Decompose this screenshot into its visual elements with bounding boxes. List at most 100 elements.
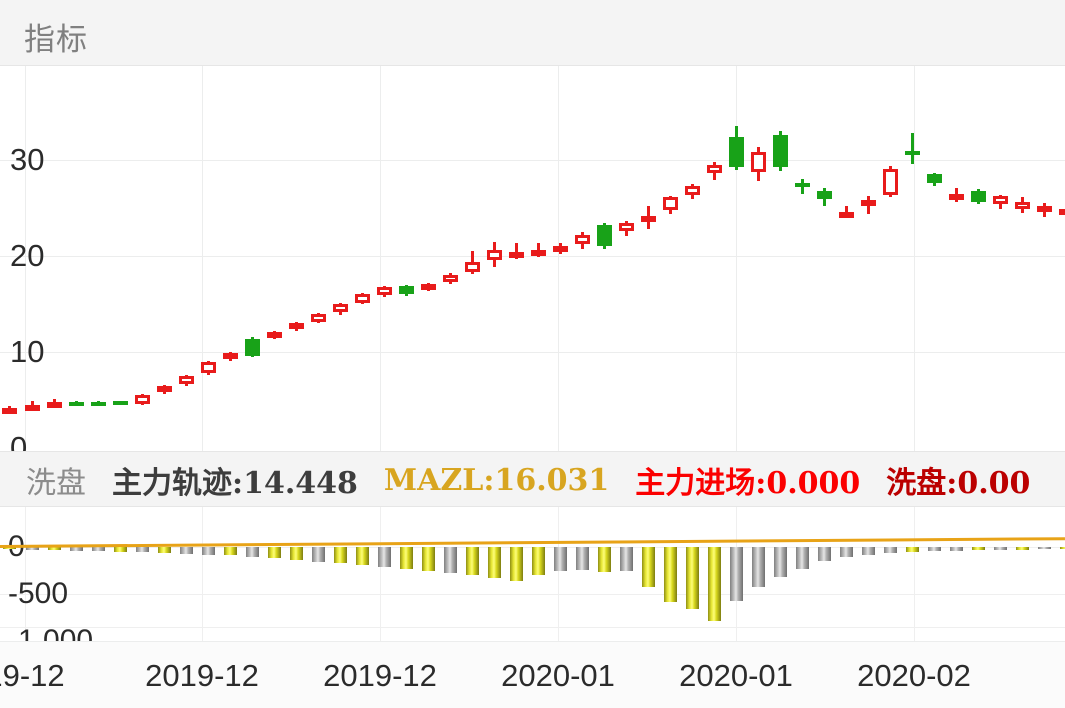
x-axis-tick-label: 2019-12 bbox=[145, 658, 259, 693]
candle-wick bbox=[31, 400, 34, 409]
indicator-gridline bbox=[0, 627, 1065, 628]
indicator-bar bbox=[202, 547, 215, 555]
candle-body bbox=[113, 400, 128, 405]
indicator-bar bbox=[708, 547, 721, 622]
price-gridline bbox=[0, 256, 1065, 257]
candle-body bbox=[641, 215, 656, 222]
indicator-legend-bar[interactable]: 洗盘 主力轨迹:14.448 MAZL:16.031 主力进场:0.000 洗盘… bbox=[0, 451, 1065, 507]
candle-body bbox=[465, 261, 480, 273]
page-title: 指标 bbox=[24, 22, 88, 58]
indicator-bar bbox=[972, 547, 985, 551]
x-axis-tick-label: 2019-12 bbox=[323, 658, 437, 693]
indicator-bar bbox=[290, 547, 303, 561]
candle-body bbox=[311, 313, 326, 323]
indicator-bar bbox=[730, 547, 743, 601]
indicator-bar bbox=[136, 547, 149, 553]
candle-body bbox=[2, 407, 17, 414]
candle-body bbox=[201, 361, 216, 374]
indicator-chart-panel[interactable]: 0-500-1,000 bbox=[0, 507, 1065, 641]
indicator-bar bbox=[642, 547, 655, 587]
candle-body bbox=[421, 283, 436, 290]
indicator-bar bbox=[510, 547, 523, 581]
indicator-header: 指标 bbox=[0, 0, 1065, 66]
indicator-gridline-vertical bbox=[202, 507, 203, 641]
legend-indicator-name: 洗盘 bbox=[26, 466, 86, 501]
indicator-bar bbox=[554, 547, 567, 571]
candle-body bbox=[927, 174, 942, 184]
candle-body bbox=[883, 168, 898, 195]
indicator-bar bbox=[884, 547, 897, 553]
candle-body bbox=[861, 200, 876, 207]
indicator-bar bbox=[488, 547, 501, 579]
candle-body bbox=[993, 196, 1008, 205]
price-gridline-vertical bbox=[914, 66, 915, 451]
candle-body bbox=[575, 234, 590, 245]
legend-zhuli-guiji: 主力轨迹:14.448 bbox=[112, 466, 358, 501]
candle-body bbox=[377, 286, 392, 296]
indicator-gridline-vertical bbox=[914, 507, 915, 641]
indicator-bar bbox=[246, 547, 259, 557]
candle-body bbox=[509, 252, 524, 259]
x-axis: 19-12 2019-12 2019-12 2020-01 2020-01 2020-02 bbox=[0, 641, 1065, 708]
candle-body bbox=[1015, 202, 1030, 209]
candle-body bbox=[25, 404, 40, 411]
indicator-bar bbox=[994, 547, 1007, 550]
candle-body bbox=[905, 151, 920, 156]
indicator-bar bbox=[1016, 547, 1029, 550]
price-gridline-vertical bbox=[736, 66, 737, 451]
candle-body bbox=[355, 294, 370, 304]
indicator-bar bbox=[840, 547, 853, 558]
indicator-bar bbox=[444, 547, 457, 573]
indicator-bar bbox=[312, 547, 325, 562]
x-axis-tick-label: 2020-02 bbox=[857, 658, 971, 693]
indicator-bar bbox=[26, 547, 39, 551]
indicator-bar bbox=[598, 547, 611, 573]
indicator-bar bbox=[180, 547, 193, 554]
candle-body bbox=[729, 136, 744, 167]
candle-body bbox=[289, 323, 304, 330]
indicator-bar bbox=[334, 547, 347, 564]
candle-body bbox=[839, 211, 854, 218]
indicator-bar bbox=[620, 547, 633, 571]
candle-body bbox=[597, 225, 612, 247]
price-chart-panel[interactable]: 30 20 10 0 bbox=[0, 66, 1065, 451]
legend-xipan: 洗盘:0.00 bbox=[886, 466, 1031, 501]
candle-body bbox=[663, 197, 678, 210]
legend-mazl: MAZL:16.031 bbox=[383, 462, 610, 498]
candle-body bbox=[971, 190, 986, 203]
indicator-bar bbox=[3, 547, 16, 549]
indicator-bar bbox=[774, 547, 787, 578]
candle-body bbox=[399, 285, 414, 295]
price-y-tick-label: 30 bbox=[10, 142, 45, 177]
indicator-bar bbox=[576, 547, 589, 570]
candle-body bbox=[1037, 206, 1052, 213]
candle-body bbox=[949, 193, 964, 200]
candlestick-series bbox=[0, 66, 1065, 451]
indicator-y-tick-label: -500 bbox=[8, 577, 69, 611]
indicator-bar bbox=[752, 547, 765, 587]
candle-body bbox=[91, 401, 106, 406]
indicator-bar bbox=[686, 547, 699, 610]
indicator-bar bbox=[70, 547, 83, 551]
x-axis-tick-label: 2020-01 bbox=[679, 658, 793, 693]
indicator-bar bbox=[532, 547, 545, 576]
candle-body bbox=[443, 275, 458, 282]
candle-body bbox=[751, 152, 766, 173]
indicator-bar bbox=[818, 547, 831, 562]
indicator-y-tick-label: -1,000 bbox=[8, 624, 94, 641]
candle-body bbox=[333, 304, 348, 312]
candle-body bbox=[619, 223, 634, 232]
indicator-bar bbox=[356, 547, 369, 565]
indicator-gridline-vertical bbox=[380, 507, 381, 641]
price-gridline bbox=[0, 352, 1065, 353]
candle-body bbox=[1059, 208, 1065, 215]
indicator-bar bbox=[796, 547, 809, 569]
indicator-bar bbox=[224, 547, 237, 556]
candle-body bbox=[47, 401, 62, 408]
candle-body bbox=[179, 376, 194, 384]
indicator-bar bbox=[928, 547, 941, 552]
price-gridline bbox=[0, 160, 1065, 161]
indicator-bar bbox=[114, 547, 127, 552]
price-gridline-vertical bbox=[25, 66, 26, 451]
